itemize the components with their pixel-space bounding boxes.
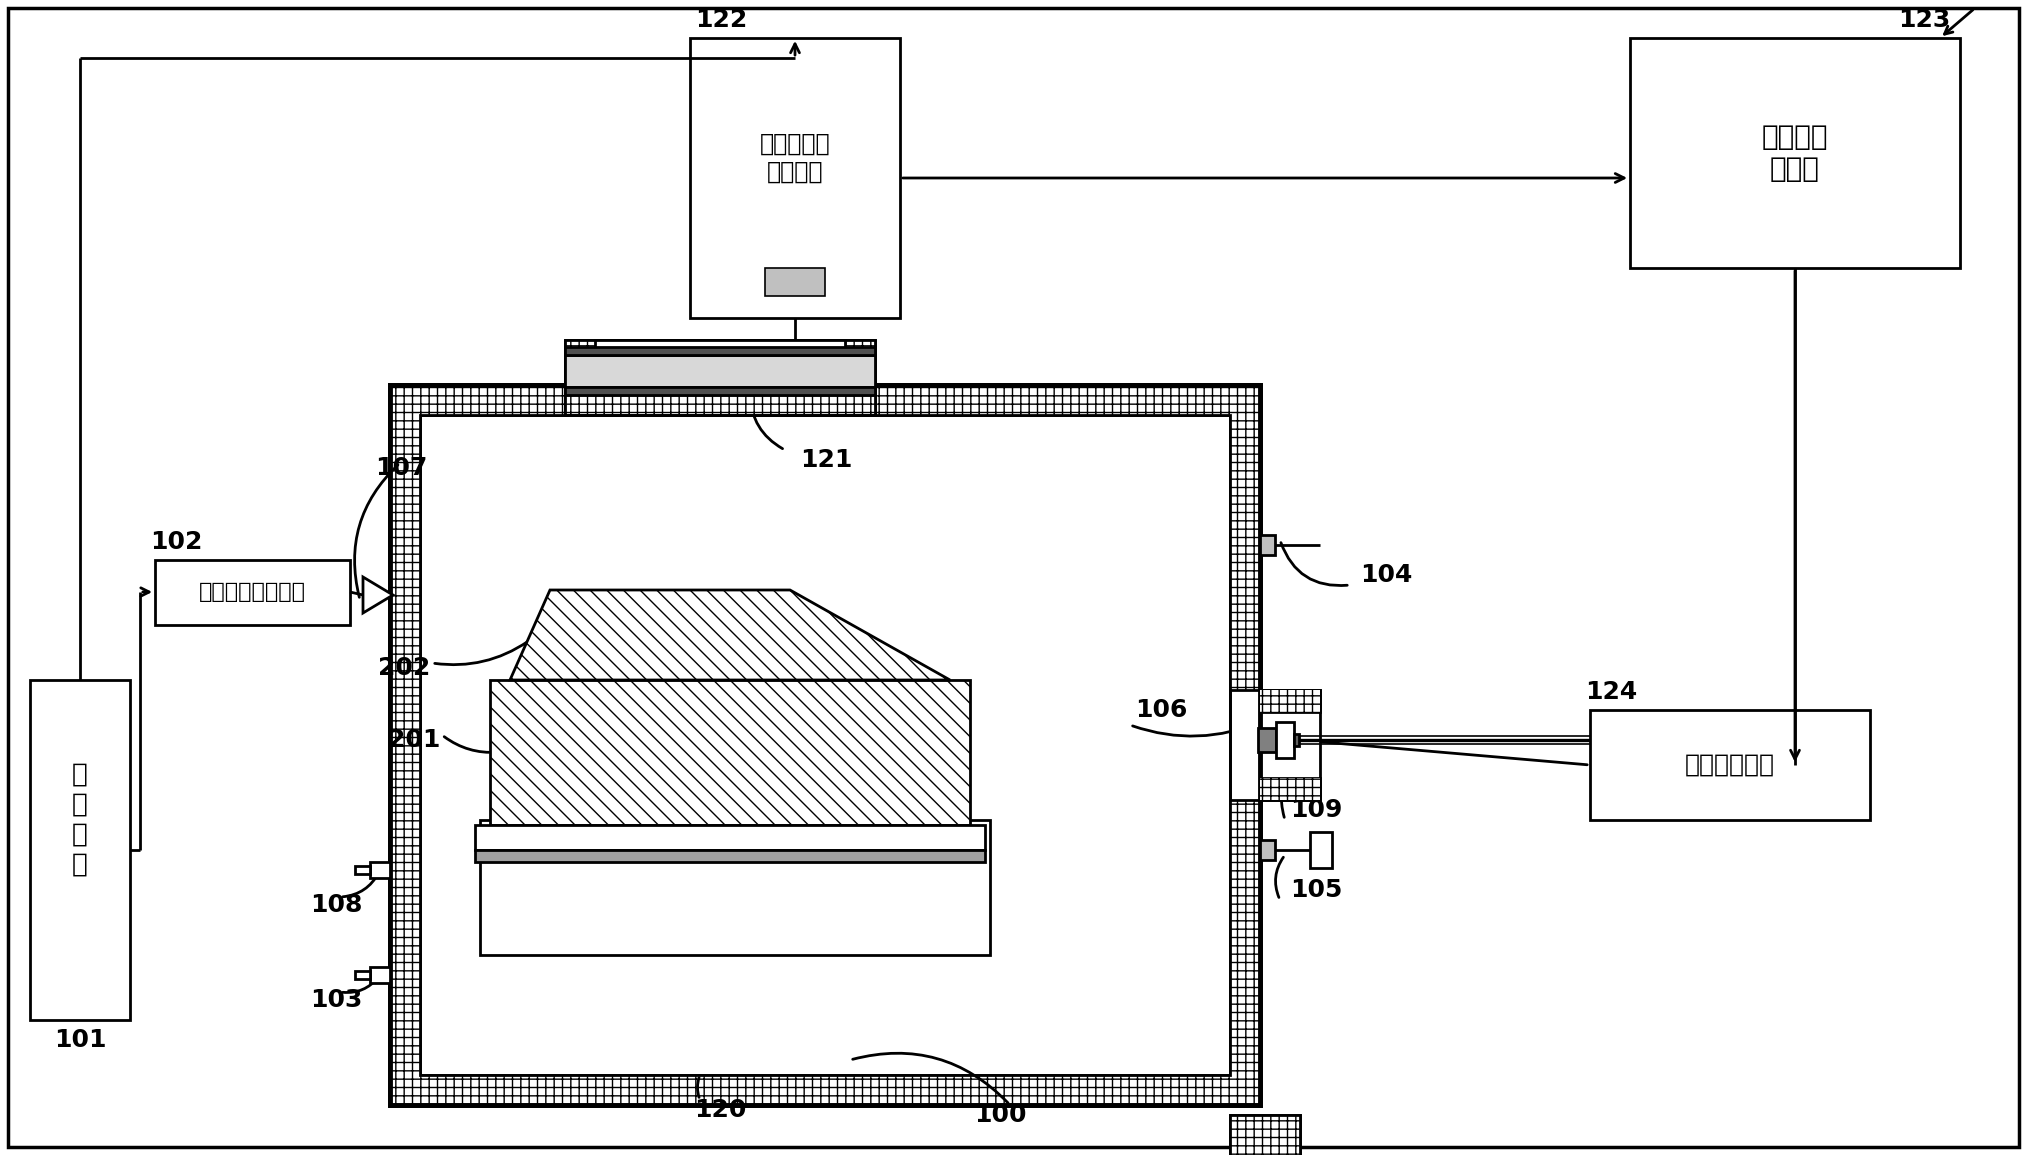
Bar [355, 866, 371, 874]
Text: 120: 120 [693, 1098, 746, 1122]
Bar [1230, 1115, 1299, 1155]
Polygon shape [363, 578, 393, 613]
Text: 101: 101 [55, 1028, 105, 1052]
Bar [764, 268, 825, 296]
Bar [389, 385, 1261, 1105]
Bar [389, 385, 1261, 1105]
Bar [474, 850, 985, 862]
Text: 高分辨率红
外热像仪: 高分辨率红 外热像仪 [760, 132, 831, 184]
Polygon shape [511, 590, 951, 680]
Text: 202: 202 [377, 656, 430, 680]
Bar [566, 340, 876, 415]
Bar [689, 38, 900, 318]
Bar [1230, 690, 1320, 800]
Bar [420, 415, 1230, 1075]
Bar [566, 346, 876, 355]
Bar [1261, 690, 1320, 711]
Text: 105: 105 [1289, 878, 1342, 902]
Bar [474, 825, 985, 850]
Text: 123: 123 [1897, 8, 1950, 32]
Bar [566, 387, 876, 395]
Bar [1261, 778, 1320, 800]
Bar [389, 1075, 1261, 1105]
Bar [1589, 710, 1871, 820]
Bar [1230, 385, 1261, 1105]
Bar [1230, 1115, 1299, 1155]
Text: 加热控温机构: 加热控温机构 [1684, 753, 1776, 777]
Bar [480, 820, 989, 955]
Bar [1277, 722, 1293, 758]
Bar [596, 340, 845, 385]
Text: 124: 124 [1585, 680, 1638, 705]
Text: 108: 108 [310, 893, 363, 917]
Text: 121: 121 [801, 448, 853, 472]
Bar [30, 680, 130, 1020]
Bar [1261, 690, 1320, 711]
Bar [1309, 832, 1332, 869]
Text: 201: 201 [387, 728, 440, 752]
Bar [491, 680, 971, 825]
Text: 100: 100 [973, 1103, 1026, 1127]
Text: 气体流量控制机构: 气体流量控制机构 [199, 582, 306, 602]
Bar [566, 340, 876, 415]
Text: 107: 107 [375, 456, 428, 480]
Bar [420, 415, 1230, 1075]
Bar [355, 971, 371, 979]
Text: 106: 106 [1135, 698, 1188, 722]
Bar [154, 560, 351, 625]
Text: 102: 102 [150, 530, 203, 554]
Bar [389, 385, 1261, 415]
Text: 气
源
装
置: 气 源 装 置 [73, 762, 87, 878]
Text: 104: 104 [1360, 562, 1413, 587]
Bar [1261, 778, 1320, 800]
Text: 109: 109 [1289, 798, 1342, 822]
Bar [1261, 535, 1275, 556]
Bar [1230, 1115, 1299, 1155]
Bar [1261, 840, 1275, 860]
Bar [566, 340, 876, 415]
Bar [371, 967, 389, 983]
Bar [371, 862, 389, 878]
Text: 122: 122 [695, 8, 748, 32]
Bar [566, 355, 876, 387]
Bar [389, 385, 420, 1105]
Bar [1293, 733, 1299, 746]
Bar [1259, 728, 1277, 752]
Text: 103: 103 [310, 988, 363, 1012]
Text: 计算机处
理模块: 计算机处 理模块 [1761, 122, 1828, 184]
Bar [1630, 38, 1960, 268]
